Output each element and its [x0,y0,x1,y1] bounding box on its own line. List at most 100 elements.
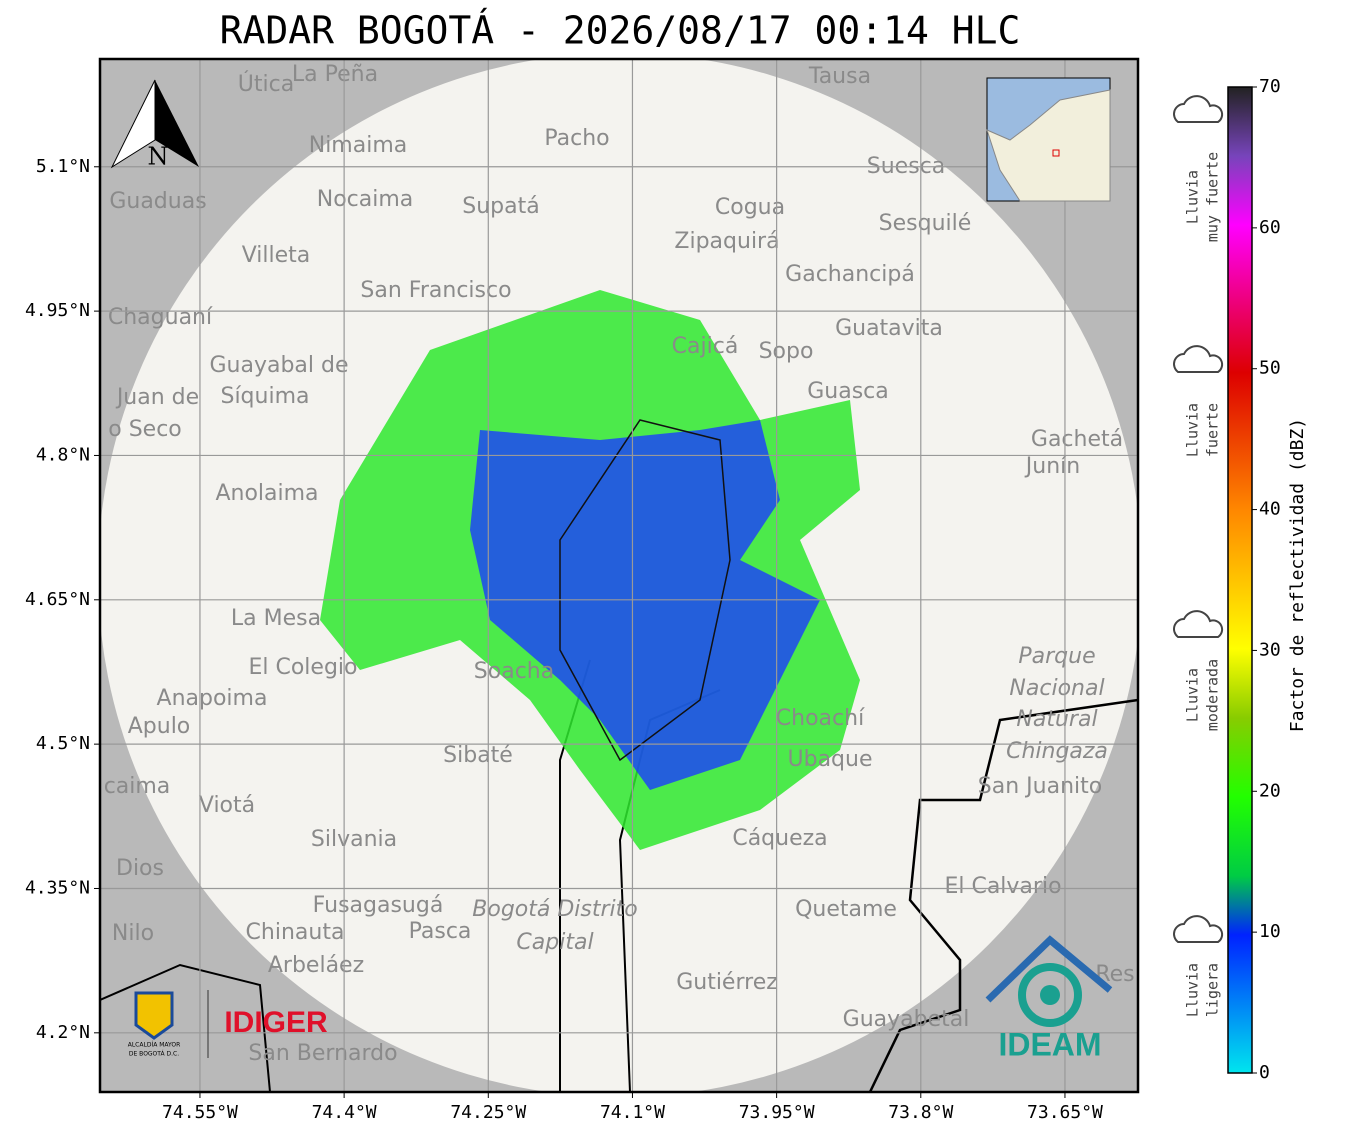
logo-ideam [985,935,1113,1027]
lat-tick-label: 5.1°N [36,156,90,177]
intensity-label: Lluvia [1184,963,1202,1017]
cloud-icon [1173,345,1224,373]
lat-tick-label: 4.35°N [25,877,90,898]
lon-tick-label: 74.1°W [600,1102,665,1123]
lon-tick-label: 74.25°W [450,1102,526,1123]
place-label: Nocaima [317,187,414,212]
place-label: Quetame [795,897,897,922]
place-label: Junín [1024,454,1080,479]
lon-tick-label: 74.55°W [162,1102,238,1123]
place-label: Juan de [115,385,199,410]
place-label: Guayabal de [209,353,348,378]
place-label: o Seco [108,417,182,442]
place-label: Zipaquirá [674,229,779,254]
place-label: San Bernardo [248,1041,397,1066]
place-label: La Mesa [231,606,321,631]
colorbar-label: Factor de reflectividad (dBZ) [1287,418,1308,732]
place-label: San Francisco [360,278,511,303]
place-label: Silvania [311,827,397,852]
place-label: Villeta [242,243,311,268]
cloud-icon [1173,95,1224,123]
place-label: Bogotá Distrito [472,897,637,922]
place-label: Parque [1018,644,1095,669]
cloud-icon [1173,610,1224,638]
place-label: caima [104,774,171,799]
place-label: Chaguaní [108,305,213,330]
place-label: Nacional [1009,676,1104,701]
place-label: Útica [238,71,294,97]
place-label: Dios [116,856,164,881]
cloud-icon [1173,915,1224,943]
place-label: Nilo [112,921,154,946]
place-label: Cogua [715,195,785,220]
north-label: N [148,143,169,171]
place-label: Ubaque [788,747,873,772]
lon-tick-label: 73.95°W [739,1102,815,1123]
place-label: Capital [516,930,593,955]
colorbar-tick-label: 60 [1259,217,1281,238]
colorbar-tick-label: 50 [1259,358,1281,379]
intensity-label: ligera [1204,963,1222,1017]
lat-tick-label: 4.8°N [36,444,90,465]
place-label: Supatá [462,194,539,219]
north-arrow: N [110,79,199,171]
place-label: Sopo [759,339,814,364]
place-label: Apulo [128,714,191,739]
place-label: Anolaima [215,481,318,506]
echo-light [470,420,820,790]
logo-alcaldia: ALCALDÍA MAYOR DE BOGOTÁ D.C. [128,990,209,1058]
place-label: Guatavita [835,316,943,341]
colorbar-tick-label: 40 [1259,499,1281,520]
intensity-label: Lluvia [1184,668,1202,722]
place-label: La Peña [292,62,378,87]
colorbar-tick-label: 10 [1259,921,1281,942]
place-label: Gutiérrez [676,970,778,995]
lon-tick-label: 73.65°W [1027,1102,1103,1123]
intensity-label: Lluvia [1184,403,1202,457]
place-label: Síquima [220,384,309,409]
place-label: Pasca [409,919,472,944]
place-label: Arbeláez [268,953,364,978]
place-label: Gachancipá [785,262,915,287]
place-label: Chinauta [246,920,345,945]
place-label: Guayabetal [843,1007,970,1032]
intensity-label: moderada [1204,659,1222,731]
border [868,698,1138,1092]
title: RADAR BOGOTÁ - 2026/08/17 00:14 HLC [220,9,1021,53]
inset-map [986,77,1111,202]
colorbar-tick-label: 0 [1259,1062,1270,1083]
lat-tick-label: 4.5°N [36,733,90,754]
place-label: Tausa [808,64,871,89]
place-label: Guasca [807,379,889,404]
place-label: Cáqueza [732,826,827,851]
lon-tick-label: 73.8°W [888,1102,953,1123]
logo-text: ALCALDÍA MAYOR [128,1042,181,1049]
place-label: Sesquilé [879,211,972,236]
place-label: Chingaza [1006,739,1108,764]
intensity-label: Lluvia [1184,170,1202,224]
place-label: Anapoima [157,686,268,711]
colorbar-tick-label: 20 [1259,780,1281,801]
logo-idiger: IDIGER [224,1006,328,1039]
district [559,419,731,762]
place-label: Gachetá [1031,427,1123,452]
place-label: Viotá [199,793,255,818]
colorbar-tick-label: 70 [1259,76,1281,97]
place-label: Natural [1016,707,1097,732]
place-label: El Colegio [248,655,357,680]
lat-tick-label: 4.95°N [25,300,90,321]
logo-text: DE BOGOTÁ D.C. [129,1051,179,1058]
colorbar [1227,86,1253,1074]
logo-ideam-text: IDEAM [998,1026,1101,1062]
place-label: Guaduas [109,189,206,214]
place-label: Choachí [776,706,865,731]
intensity-label: muy fuerte [1204,152,1222,242]
lat-tick-label: 4.2°N [36,1022,90,1043]
lon-tick-label: 74.4°W [312,1102,377,1123]
intensity-label: fuerte [1204,403,1222,457]
place-label: Soacha [474,659,554,684]
frame [98,57,1140,1094]
place-label: Nimaima [309,133,408,158]
